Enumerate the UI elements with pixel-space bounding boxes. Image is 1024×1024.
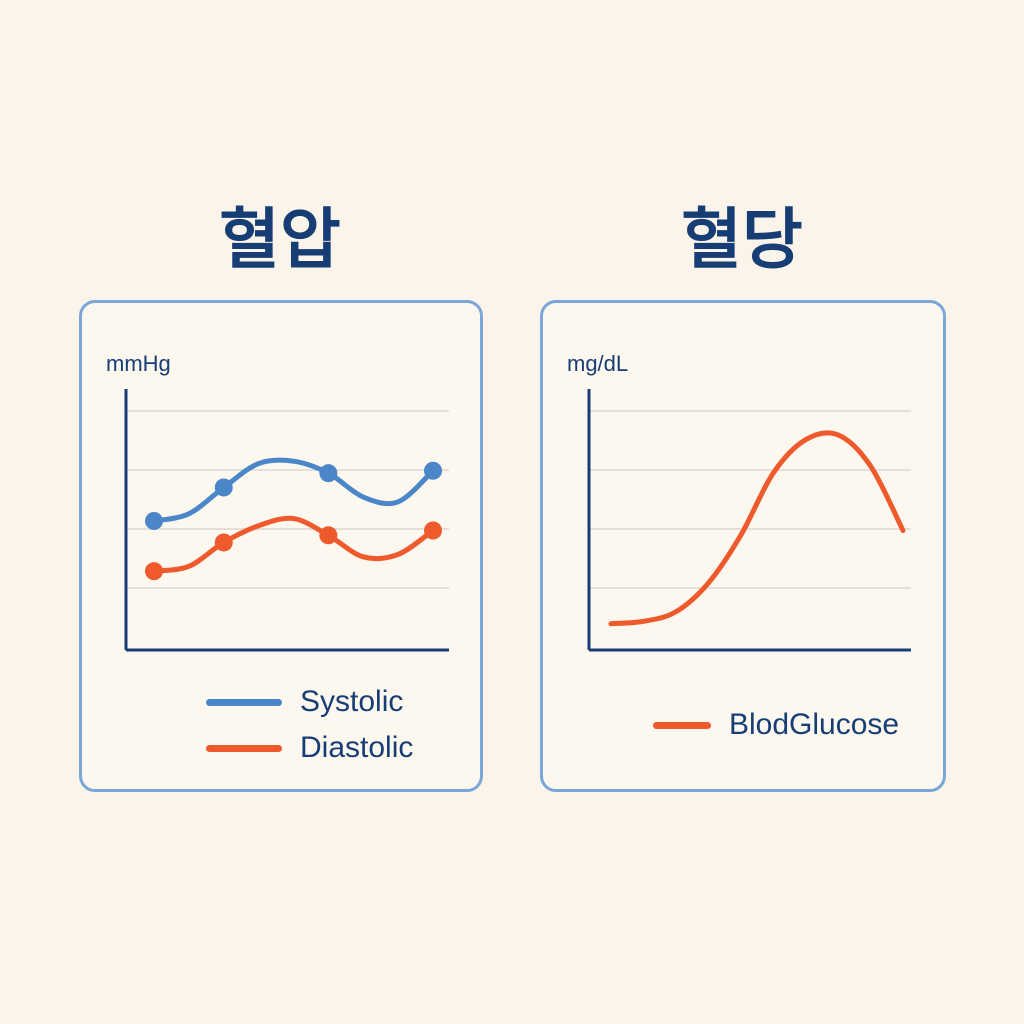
bp-series-diastolic-point <box>319 526 338 545</box>
legend-systolic-swatch <box>206 698 282 706</box>
legend-glucose-swatch <box>653 721 711 729</box>
legend-systolic-label: Systolic <box>300 685 404 718</box>
blood-glucose-title: 혈당 <box>681 201 803 278</box>
bp-series-diastolic-point <box>145 562 163 581</box>
legend-diastolic: Diastolic <box>206 731 413 765</box>
bg-series-glucose-line <box>608 430 906 627</box>
bp-y-axis-label: mmHg <box>106 351 171 376</box>
legend-systolic: Systolic <box>206 685 403 719</box>
blood-pressure-card: mmHg Systolic Diastolic <box>79 300 483 792</box>
legend-diastolic-swatch <box>206 744 282 752</box>
bp-series-systolic-line <box>151 457 436 524</box>
bp-series-systolic-point <box>145 511 163 530</box>
legend-glucose: BlodGlucose <box>653 708 899 742</box>
bp-series-diastolic-point <box>214 533 233 552</box>
bp-series-diastolic-point <box>424 521 442 540</box>
bg-y-axis-label: mg/dL <box>567 351 628 376</box>
blood-glucose-card: mg/dL BlodGlucose <box>540 300 946 792</box>
blood-pressure-title: 혈압 <box>219 201 341 278</box>
bp-series-systolic-point <box>424 461 442 480</box>
blood-pressure-chart: mmHg <box>106 351 449 652</box>
bp-series-systolic-point <box>214 478 233 497</box>
bp-series-systolic-point <box>319 464 338 483</box>
legend-diastolic-label: Diastolic <box>300 731 414 764</box>
legend-glucose-label: BlodGlucose <box>729 708 900 741</box>
bp-series-diastolic-line <box>151 515 436 574</box>
blood-glucose-chart: mg/dL <box>567 351 911 652</box>
